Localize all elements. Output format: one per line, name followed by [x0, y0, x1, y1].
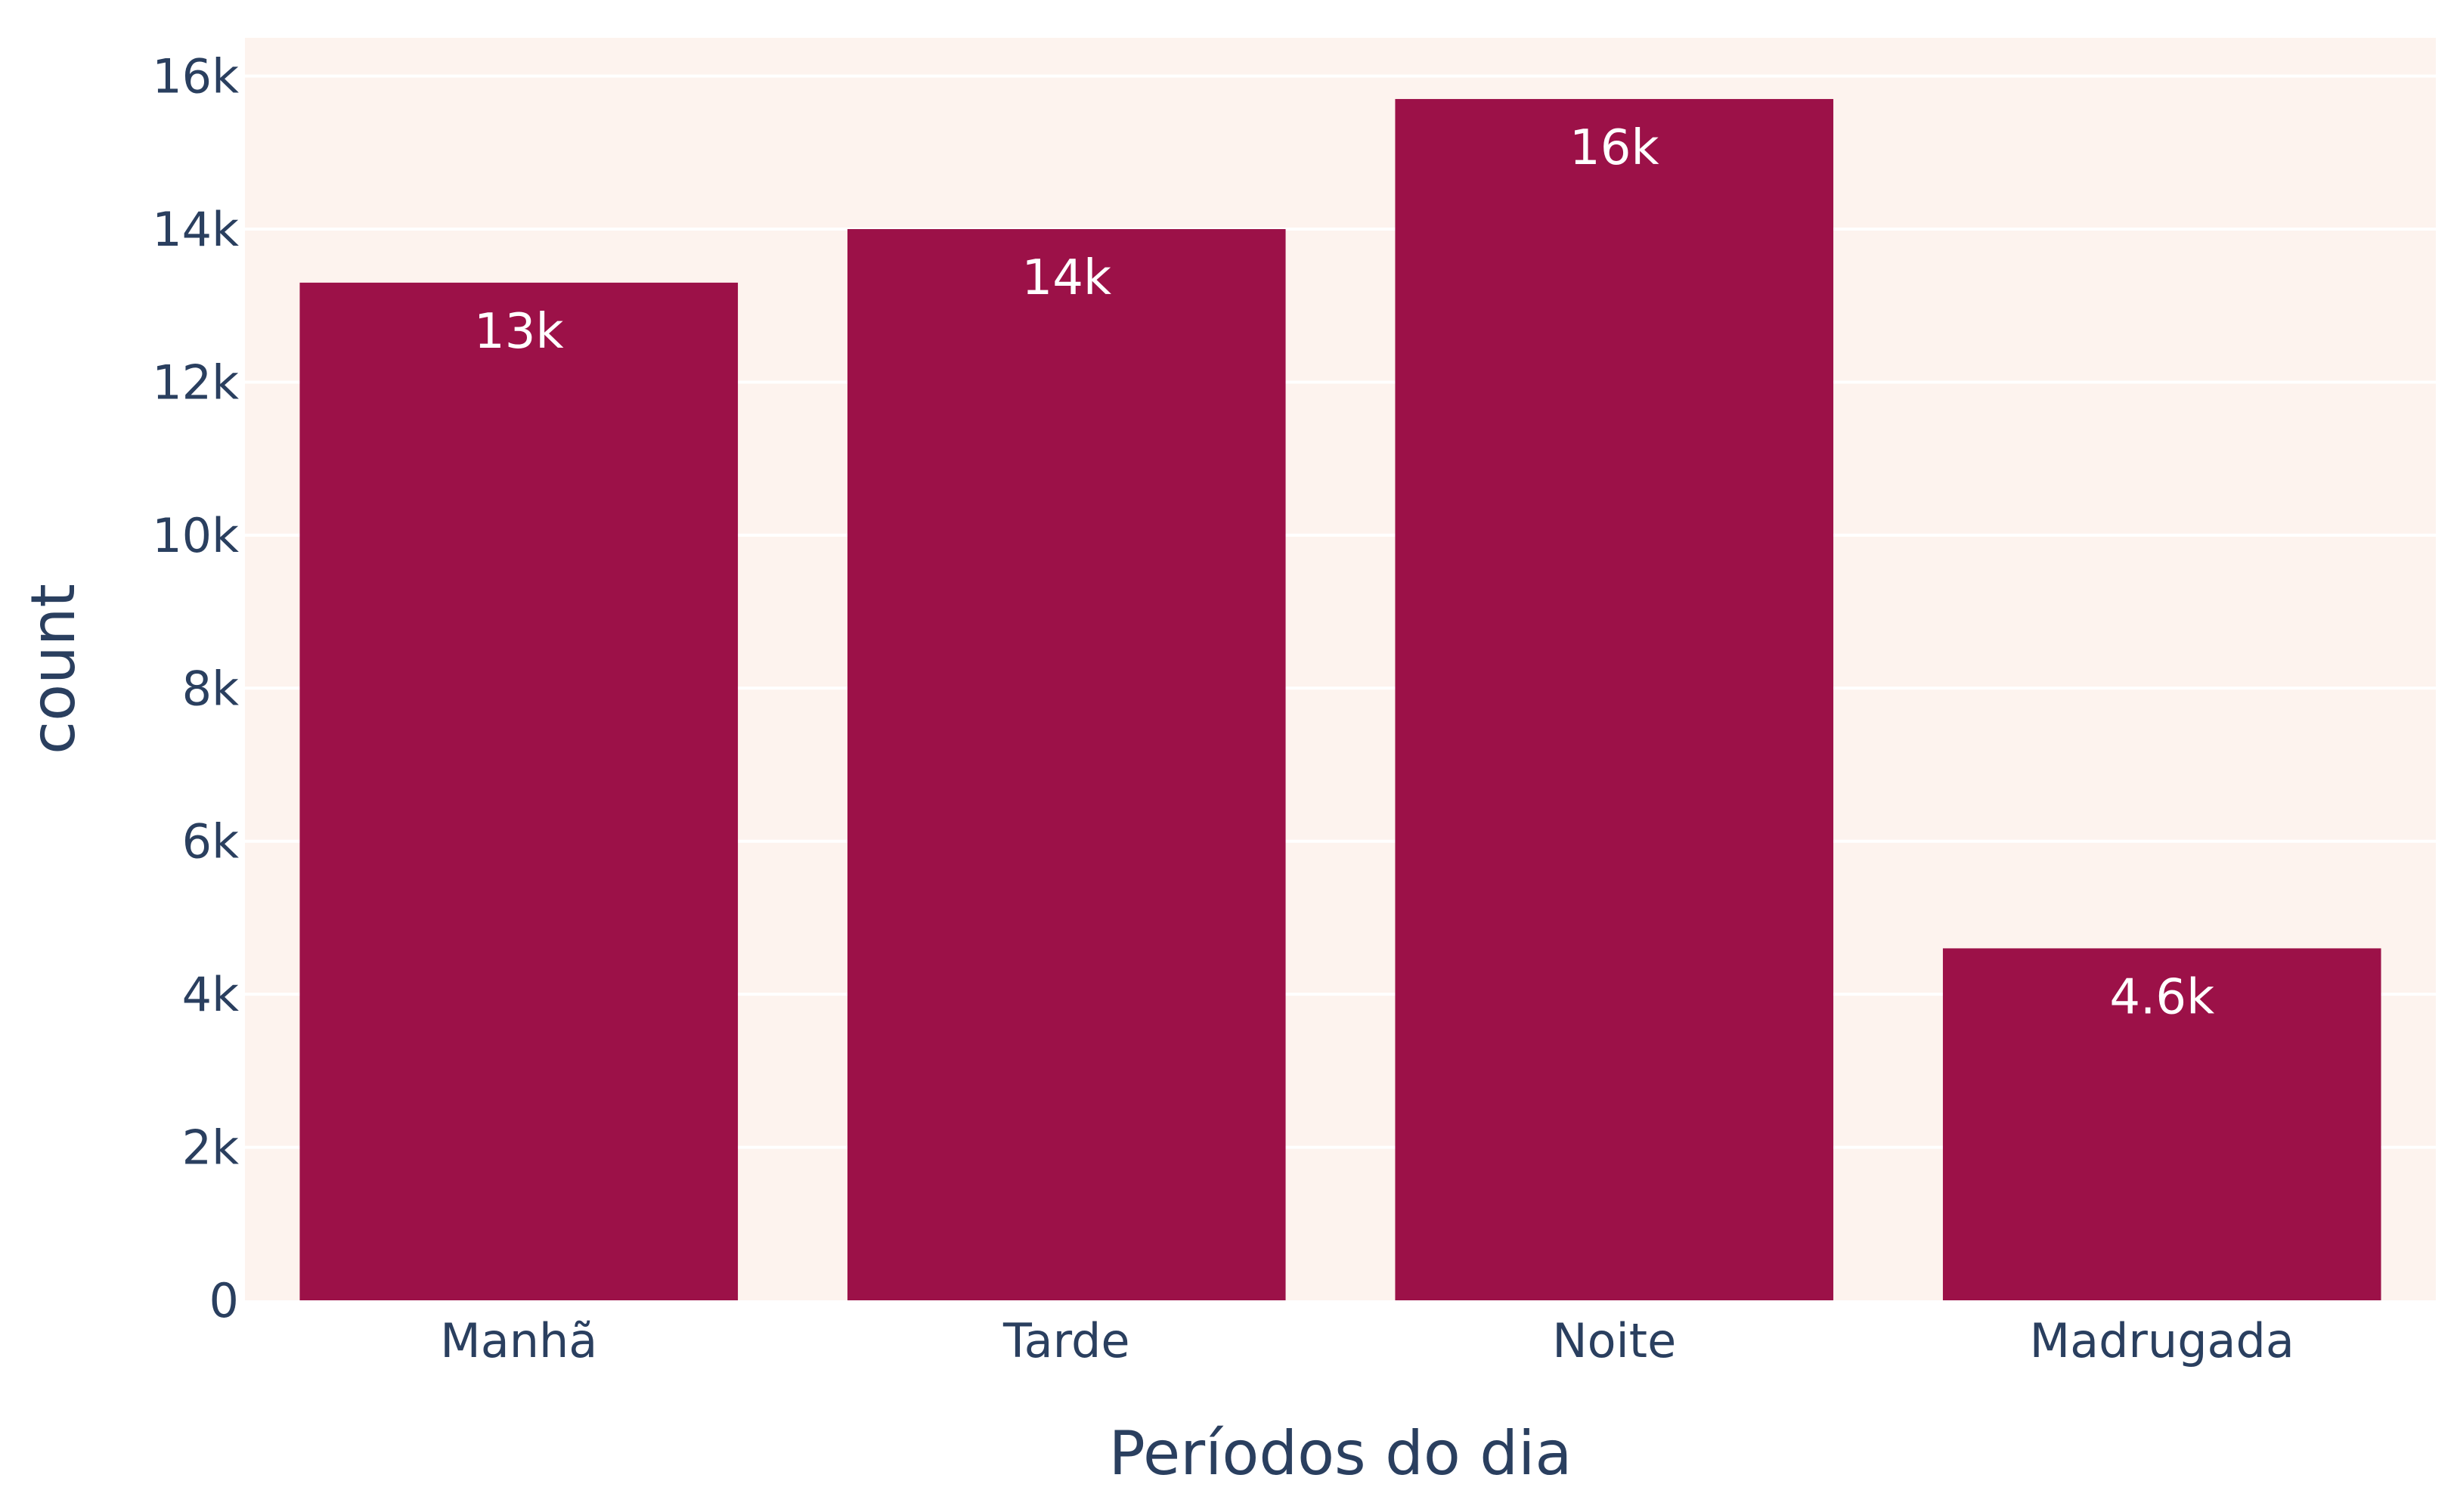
y-tick-label: 10k: [152, 508, 239, 563]
bar-value-label: 4.6k: [2109, 969, 2214, 1025]
bar-labels: 13k 14k 16k 4.6k: [474, 120, 2214, 1025]
bar: [847, 229, 1286, 1301]
y-tick-label: 4k: [182, 967, 239, 1022]
bar: [1942, 948, 2381, 1300]
y-tick-label: 16k: [152, 49, 239, 104]
x-axis-title: Períodos do dia: [1109, 1418, 1572, 1489]
y-tick-label: 6k: [182, 814, 239, 869]
y-tick-label: 8k: [182, 661, 239, 716]
bar-value-label: 14k: [1022, 250, 1112, 306]
bar: [1395, 98, 1834, 1300]
y-tick-label: 14k: [152, 202, 239, 257]
bar: [299, 282, 739, 1300]
bar-value-label: 13k: [474, 304, 564, 360]
bars: [299, 98, 2381, 1301]
y-axis-title: count: [18, 584, 88, 754]
y-tick-label: 12k: [152, 355, 239, 410]
y-tick-label: 2k: [182, 1120, 239, 1176]
bar-value-label: 16k: [1569, 120, 1659, 176]
y-tick-label: 0: [209, 1273, 239, 1328]
x-axis-ticks: Manhã Tarde Noite Madrugada: [440, 1313, 2294, 1368]
x-tick-label: Noite: [1552, 1313, 1676, 1368]
y-axis-ticks: 0 2k 4k 6k 8k 10k 12k 14k 16k: [152, 49, 239, 1328]
x-tick-label: Manhã: [440, 1313, 597, 1368]
x-tick-label: Tarde: [1002, 1313, 1130, 1368]
x-tick-label: Madrugada: [2030, 1313, 2294, 1368]
